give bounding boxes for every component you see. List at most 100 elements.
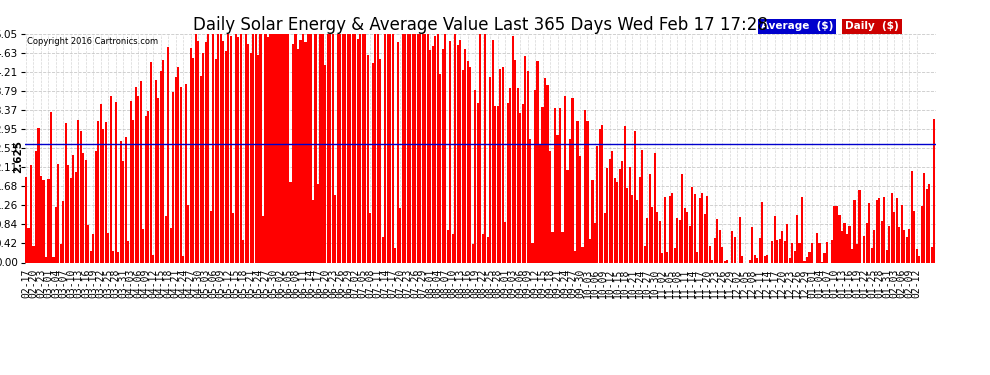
Bar bbox=[684, 208, 686, 262]
Bar bbox=[177, 67, 179, 262]
Bar bbox=[896, 198, 898, 262]
Bar bbox=[734, 237, 736, 262]
Bar bbox=[574, 251, 576, 262]
Bar bbox=[816, 232, 818, 262]
Bar bbox=[898, 227, 901, 262]
Bar bbox=[776, 240, 778, 262]
Bar bbox=[317, 184, 319, 262]
Bar bbox=[916, 249, 918, 262]
Bar bbox=[200, 75, 202, 262]
Bar bbox=[931, 246, 933, 262]
Bar bbox=[908, 229, 911, 262]
Bar bbox=[811, 243, 813, 262]
Bar bbox=[169, 228, 172, 262]
Bar bbox=[28, 228, 30, 262]
Bar bbox=[52, 257, 54, 262]
Bar bbox=[786, 224, 788, 262]
Bar bbox=[297, 49, 299, 262]
Bar bbox=[724, 261, 726, 262]
Bar bbox=[751, 227, 753, 262]
Bar bbox=[122, 161, 125, 262]
Bar bbox=[90, 251, 92, 262]
Bar bbox=[919, 256, 921, 262]
Bar bbox=[492, 40, 494, 262]
Bar bbox=[689, 226, 691, 262]
Bar bbox=[346, 34, 348, 262]
Bar bbox=[30, 165, 32, 262]
Bar bbox=[148, 111, 149, 262]
Bar bbox=[778, 239, 781, 262]
Bar bbox=[921, 206, 923, 262]
Bar bbox=[351, 34, 354, 262]
Bar bbox=[349, 34, 351, 262]
Bar bbox=[474, 90, 476, 262]
Bar bbox=[102, 129, 104, 262]
Bar bbox=[446, 230, 448, 262]
Bar bbox=[70, 178, 72, 262]
Bar bbox=[632, 195, 634, 262]
Bar bbox=[642, 150, 644, 262]
Bar bbox=[414, 34, 417, 262]
Bar bbox=[711, 260, 713, 262]
Bar bbox=[824, 253, 826, 262]
Bar bbox=[45, 257, 47, 262]
Bar bbox=[427, 34, 429, 262]
Bar bbox=[629, 166, 631, 262]
Bar bbox=[732, 231, 734, 262]
Bar bbox=[212, 34, 214, 262]
Bar bbox=[437, 34, 439, 262]
Bar bbox=[609, 159, 611, 262]
Bar bbox=[240, 34, 242, 262]
Bar bbox=[320, 34, 322, 262]
Bar bbox=[287, 34, 289, 262]
Bar bbox=[742, 256, 743, 262]
Bar bbox=[691, 187, 693, 262]
Bar bbox=[502, 67, 504, 262]
Bar bbox=[162, 60, 164, 262]
Bar bbox=[59, 244, 62, 262]
Bar bbox=[289, 182, 292, 262]
Bar bbox=[624, 126, 626, 262]
Bar bbox=[412, 34, 414, 262]
Bar bbox=[195, 34, 197, 262]
Bar bbox=[866, 223, 868, 262]
Bar bbox=[634, 131, 636, 262]
Bar bbox=[783, 241, 786, 262]
Bar bbox=[604, 213, 606, 262]
Bar bbox=[929, 184, 931, 262]
Bar bbox=[881, 221, 883, 262]
Bar bbox=[719, 230, 721, 262]
Bar bbox=[120, 141, 122, 262]
Bar bbox=[671, 194, 673, 262]
Bar bbox=[302, 34, 304, 262]
Bar bbox=[581, 247, 583, 262]
Bar bbox=[873, 230, 875, 262]
Bar bbox=[571, 98, 573, 262]
Bar bbox=[589, 239, 591, 262]
Bar bbox=[456, 45, 458, 262]
Bar bbox=[387, 34, 389, 262]
Bar bbox=[799, 243, 801, 262]
Bar bbox=[359, 34, 361, 262]
Bar bbox=[257, 55, 259, 262]
Bar bbox=[606, 168, 609, 262]
Bar bbox=[399, 208, 401, 262]
Bar bbox=[614, 178, 616, 262]
Bar bbox=[252, 34, 254, 262]
Bar bbox=[644, 246, 645, 262]
Bar bbox=[716, 219, 719, 262]
Bar bbox=[484, 34, 486, 262]
Bar bbox=[566, 170, 568, 262]
Bar bbox=[40, 176, 42, 262]
Bar bbox=[130, 102, 132, 262]
Bar bbox=[841, 231, 843, 262]
Bar bbox=[888, 226, 890, 262]
Bar bbox=[934, 118, 936, 262]
Bar bbox=[856, 244, 858, 262]
Bar bbox=[337, 34, 339, 262]
Bar bbox=[342, 34, 344, 262]
Bar bbox=[766, 255, 768, 262]
Bar bbox=[430, 50, 432, 262]
Bar bbox=[512, 36, 514, 262]
Bar bbox=[714, 238, 716, 262]
